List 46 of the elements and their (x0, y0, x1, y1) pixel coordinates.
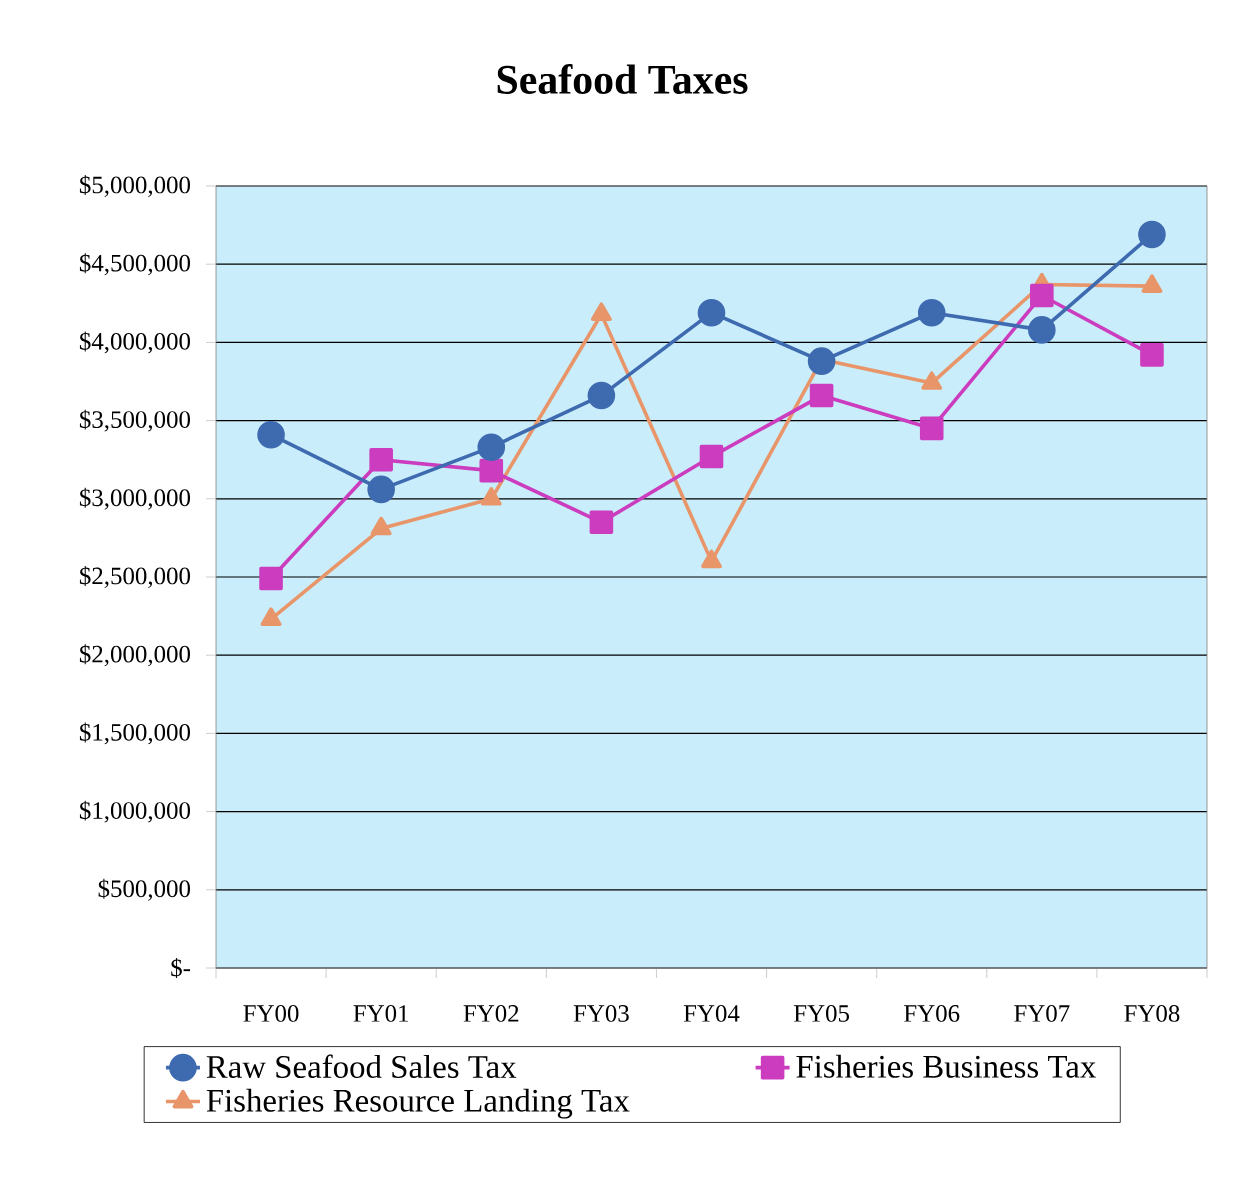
y-tick-label: $5,000,000 (79, 175, 190, 197)
legend-label: Fisheries Business Tax (796, 1054, 1096, 1078)
point (479, 458, 504, 483)
point (589, 510, 614, 535)
point (919, 416, 944, 441)
point (1028, 316, 1056, 344)
point (699, 444, 724, 469)
point (1140, 343, 1164, 367)
point (477, 433, 506, 461)
y-tick-label: $500,000 (98, 878, 190, 901)
x-tick-label: FY03 (573, 1005, 629, 1022)
y-tick-label: $4,500,000 (79, 253, 190, 276)
y-tick-label: $1,500,000 (79, 722, 190, 745)
point (917, 298, 946, 327)
point (257, 420, 285, 449)
point (369, 447, 393, 472)
point (370, 516, 392, 536)
point (259, 566, 283, 591)
y-tick-label: $1,000,000 (79, 800, 190, 823)
x-tick-label: FY08 (1124, 1005, 1180, 1022)
x-tick-label: FY07 (1014, 1005, 1070, 1022)
y-tick-label: $2,500,000 (79, 566, 190, 588)
point (809, 383, 834, 408)
x-tick-label: FY01 (353, 1005, 409, 1022)
point (1030, 283, 1054, 308)
y-tick-label: $- (171, 958, 191, 978)
x-tick-label: FY04 (683, 1005, 740, 1022)
point (701, 549, 722, 569)
x-tick-label: FY05 (793, 1005, 849, 1022)
x-tick-label: FY02 (463, 1005, 519, 1022)
chart-title: Seafood Taxes (497, 64, 748, 94)
point (480, 487, 502, 506)
point (697, 298, 726, 327)
legend-label: Raw Seafood Sales Tax (206, 1054, 517, 1079)
x-tick-label: FY06 (904, 1005, 960, 1022)
y-tick-label: $2,000,000 (79, 644, 190, 667)
point (587, 381, 616, 410)
point (260, 607, 282, 627)
legend-label: Fisheries Resource Landing Tax (206, 1088, 630, 1119)
y-tick-label: $3,500,000 (79, 409, 190, 432)
point (367, 475, 395, 504)
point (1138, 220, 1166, 249)
y-tick-label: $4,000,000 (79, 331, 190, 354)
x-tick-label: FY00 (243, 1005, 299, 1022)
point (807, 347, 836, 375)
y-tick-label: $3,000,000 (79, 487, 190, 510)
